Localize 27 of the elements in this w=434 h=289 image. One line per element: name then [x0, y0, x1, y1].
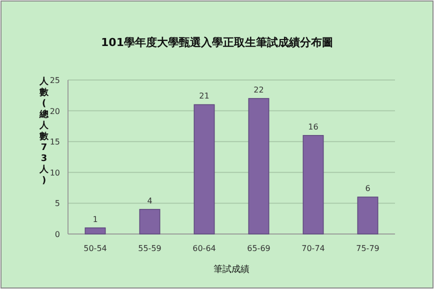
data-label: 1 [92, 214, 98, 224]
data-label: 4 [147, 196, 152, 206]
chart-title: 101學年度大學甄選入學正取生筆試成績分布圖 [101, 36, 333, 49]
x-tick-label: 75-79 [356, 244, 380, 253]
y-tick-label: 5 [54, 199, 60, 208]
x-tick-label: 60-64 [192, 244, 216, 253]
data-label: 6 [365, 184, 370, 194]
bar [194, 104, 215, 234]
y-tick-label: 10 [50, 168, 60, 178]
bar [139, 208, 160, 234]
data-label: 21 [199, 92, 210, 101]
y-tick-label: 20 [50, 106, 60, 116]
text: 人數(總人數73人) [40, 77, 48, 186]
y-tick-label: 15 [50, 138, 60, 147]
x-tick-label: 50-54 [84, 244, 107, 253]
data-label: 22 [254, 85, 264, 94]
x-axis-title: 筆試成績 [214, 264, 250, 275]
bar [84, 227, 106, 234]
x-tick-label: 55-59 [138, 244, 162, 253]
x-tick-label: 70-74 [302, 244, 325, 253]
y-tick-label: 0 [54, 230, 60, 239]
y-tick-label: 25 [50, 76, 60, 85]
bar [302, 135, 324, 234]
x-tick-label: 65-69 [247, 244, 270, 253]
bar [357, 196, 378, 234]
bar [248, 98, 270, 234]
data-label: 16 [308, 122, 318, 132]
